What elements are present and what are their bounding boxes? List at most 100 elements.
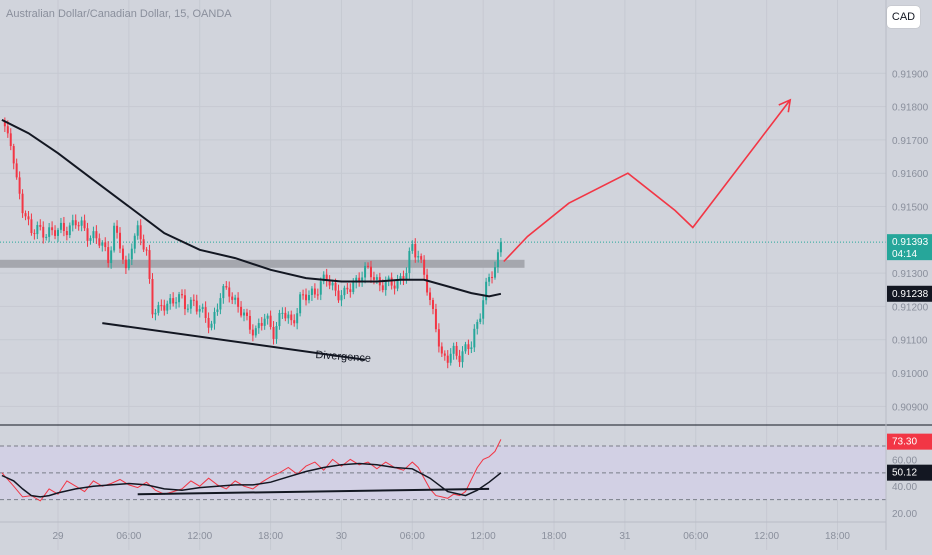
candle-body [375, 277, 378, 280]
candle-body [455, 345, 458, 356]
candle-body [154, 312, 157, 315]
candle-body [488, 277, 491, 282]
candle-body [95, 231, 98, 239]
chart-title: Australian Dollar/Canadian Dollar, 15, O… [6, 8, 232, 20]
candle-body [42, 226, 45, 238]
candle-body [225, 286, 228, 288]
candle-body [234, 297, 237, 300]
candle-body [130, 248, 133, 260]
candle-body [307, 295, 310, 301]
candle-body [160, 305, 163, 307]
candle-body [381, 285, 384, 291]
candle-body [278, 313, 281, 327]
candle-body [319, 281, 322, 295]
time-tick-label: 18:00 [258, 531, 283, 542]
candle-body [12, 146, 15, 164]
candle-body [322, 274, 325, 282]
candle-body [458, 355, 461, 363]
candle-body [496, 252, 499, 268]
time-tick-label: 18:00 [542, 531, 567, 542]
candle-body [181, 294, 184, 296]
candle-body [337, 290, 340, 301]
rsi-ma-badge-background [887, 464, 932, 481]
candle-body [110, 250, 113, 264]
candle-body [464, 344, 467, 352]
price-tick-label: 0.91500 [892, 203, 929, 214]
candle-body [145, 249, 148, 251]
candle-body [364, 265, 367, 278]
rsi-tick-label: 60.00 [892, 455, 917, 466]
candle-body [437, 329, 440, 347]
candle-body [272, 326, 275, 339]
candle-body [302, 294, 305, 296]
candle-body [9, 133, 12, 147]
candle-body [231, 296, 234, 300]
candle-body [124, 259, 127, 269]
candle-body [431, 300, 434, 309]
candle-body [346, 287, 349, 290]
candle-body [251, 329, 254, 336]
candle-body [384, 281, 387, 291]
candle-body [21, 193, 24, 214]
candle-body [275, 326, 278, 339]
candle-body [402, 276, 405, 281]
candle-body [499, 242, 502, 253]
last-price-badge-background [887, 234, 932, 261]
candle-body [485, 281, 488, 301]
candle-body [243, 312, 246, 316]
candle-body [30, 219, 33, 234]
candle-body [18, 177, 21, 194]
time-tick-label: 12:00 [754, 531, 779, 542]
candle-body [313, 288, 316, 295]
candle-body [305, 294, 308, 301]
candle-body [417, 256, 420, 258]
candle-body [423, 259, 426, 275]
candle-body [68, 225, 71, 236]
candle-body [396, 279, 399, 289]
candle-body [352, 282, 355, 292]
time-tick-label: 29 [52, 531, 64, 542]
candle-body [166, 303, 169, 311]
candle-body [414, 244, 417, 258]
candle-body [6, 126, 9, 134]
candle-body [222, 286, 225, 299]
candle-body [372, 277, 375, 280]
candle-body [358, 277, 361, 283]
candle-body [157, 305, 160, 313]
candle-body [201, 307, 204, 309]
candle-body [151, 278, 154, 315]
rsi-tick-label: 20.00 [892, 509, 917, 520]
candle-body [387, 277, 390, 282]
candle-body [349, 289, 352, 292]
candle-body [27, 216, 30, 220]
price-tick-label: 0.91300 [892, 269, 929, 280]
candle-body [237, 297, 240, 307]
candle-body [116, 225, 119, 233]
candle-body [183, 295, 186, 310]
candle-body [443, 353, 446, 356]
candle-body [113, 225, 116, 251]
candle-body [473, 328, 476, 348]
ma-price-badge-background [887, 285, 932, 302]
currency-button[interactable]: CAD [887, 6, 920, 28]
candle-body [219, 298, 222, 310]
time-tick-label: 30 [336, 531, 348, 542]
candle-body [369, 266, 372, 278]
candle-body [476, 321, 479, 329]
candle-body [228, 287, 231, 297]
candle-body [216, 309, 219, 312]
candle-body [48, 227, 51, 237]
time-tick-label: 12:00 [471, 531, 496, 542]
projection-path [503, 98, 792, 263]
candle-body [479, 318, 482, 322]
candle-body [172, 298, 175, 304]
candle-body [24, 213, 27, 217]
candle-body [39, 225, 42, 227]
candle-body [33, 233, 36, 235]
price-tick-label: 0.91200 [892, 302, 929, 313]
candle-body [408, 250, 411, 274]
rsi-ma-line [1, 462, 502, 498]
candle-body [393, 285, 396, 289]
candle-body [139, 225, 142, 240]
